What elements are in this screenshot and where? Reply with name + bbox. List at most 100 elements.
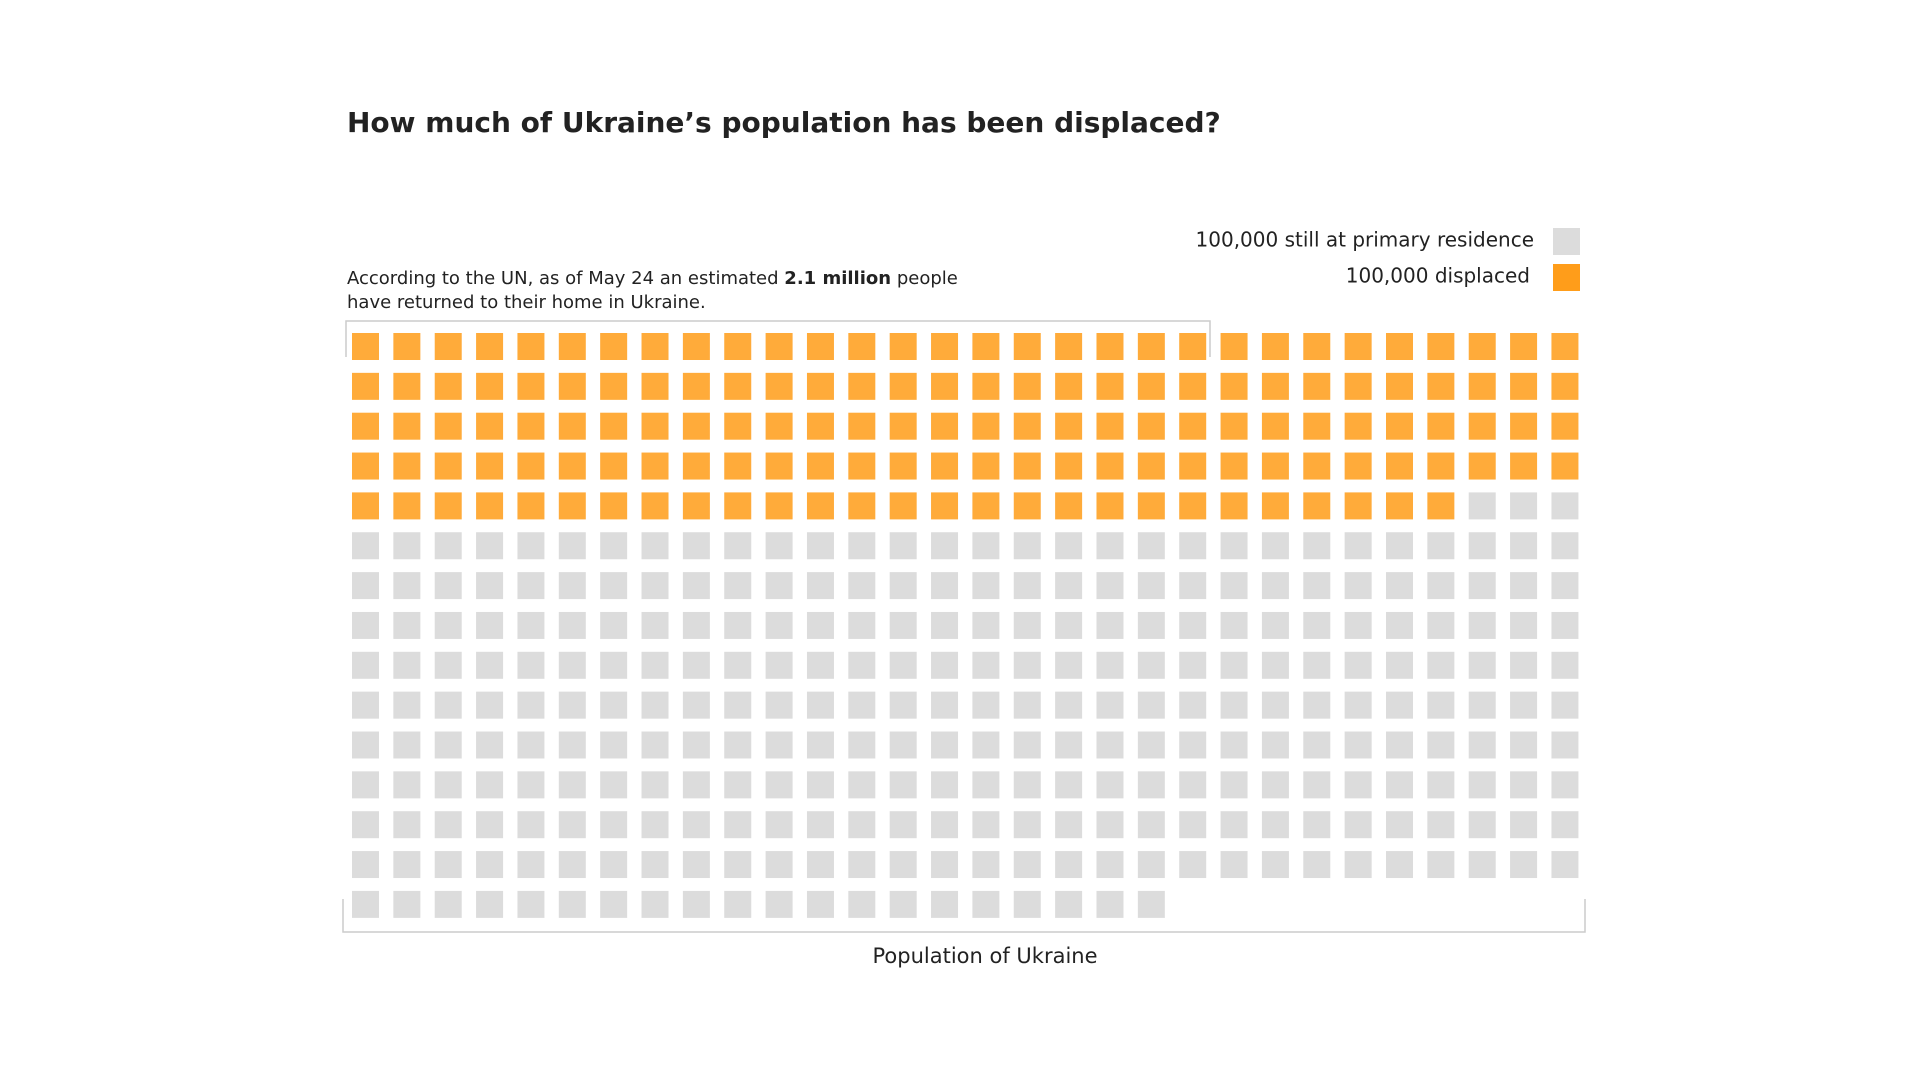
waffle-cell: [641, 452, 669, 480]
waffle-cell: [1344, 492, 1372, 520]
waffle-cell: [1137, 851, 1165, 879]
waffle-cell: [600, 452, 628, 480]
waffle-cell: [1179, 691, 1207, 719]
waffle-cell: [1261, 851, 1289, 879]
waffle-cell: [393, 532, 421, 560]
waffle-cell: [600, 532, 628, 560]
waffle-cell: [1344, 372, 1372, 400]
waffle-cell: [931, 811, 959, 839]
waffle-cell: [1220, 532, 1248, 560]
waffle-cell: [1013, 771, 1041, 799]
waffle-cell: [1344, 771, 1372, 799]
waffle-cell: [476, 452, 504, 480]
waffle-cell: [1551, 372, 1579, 400]
waffle-cell: [931, 372, 959, 400]
waffle-cell: [1386, 771, 1413, 799]
waffle-cell: [476, 851, 504, 879]
waffle-cell: [1220, 731, 1248, 759]
waffle-cell: [641, 691, 669, 719]
waffle-cell: [434, 372, 462, 400]
waffle-cell: [1303, 731, 1331, 759]
annotation: have returned to their home in Ukraine.: [347, 292, 706, 313]
waffle-cell: [889, 372, 917, 400]
waffle-cell: [1386, 731, 1413, 759]
waffle-cell: [724, 851, 752, 879]
waffle-cell: [1468, 731, 1496, 759]
waffle-cell: [1220, 771, 1248, 799]
waffle-cell: [517, 851, 545, 879]
waffle-cell: [393, 492, 421, 520]
waffle-cell: [1510, 412, 1538, 440]
waffle-cell: [1137, 532, 1165, 560]
waffle-cell: [1013, 532, 1041, 560]
waffle-cell: [558, 851, 586, 879]
waffle-cell: [806, 572, 834, 600]
waffle-cell: [476, 333, 504, 360]
waffle-cell: [1303, 651, 1331, 679]
waffle-cell: [1220, 572, 1248, 600]
waffle-cell: [1179, 372, 1207, 400]
waffle-cell: [1427, 731, 1455, 759]
waffle-cell: [1551, 691, 1579, 719]
waffle-cell: [889, 731, 917, 759]
waffle-cell: [1179, 412, 1207, 440]
waffle-cell: [972, 811, 1000, 839]
waffle-cell: [724, 691, 752, 719]
waffle-cell: [1510, 811, 1538, 839]
waffle-cell: [889, 572, 917, 600]
waffle-cell: [1261, 333, 1289, 360]
waffle-cell: [558, 890, 586, 918]
waffle-cell: [1179, 651, 1207, 679]
waffle-cell: [517, 372, 545, 400]
waffle-cell: [1427, 691, 1455, 719]
waffle-cell: [434, 572, 462, 600]
waffle-cell: [1013, 890, 1041, 918]
waffle-cell: [765, 851, 793, 879]
waffle-cell: [1261, 811, 1289, 839]
waffle-cell: [1510, 492, 1538, 520]
waffle-cell: [600, 851, 628, 879]
waffle-cell: [1427, 532, 1455, 560]
waffle-cell: [1137, 333, 1165, 360]
waffle-cell: [641, 333, 669, 360]
waffle-cell: [1055, 890, 1083, 918]
waffle-cell: [682, 731, 710, 759]
waffle-cell: [724, 771, 752, 799]
waffle-cell: [1510, 333, 1538, 360]
waffle-cell: [724, 811, 752, 839]
waffle-cell: [558, 492, 586, 520]
waffle-cell: [1386, 851, 1413, 879]
waffle-cell: [682, 572, 710, 600]
waffle-cell: [848, 333, 876, 360]
waffle-cell: [1096, 372, 1124, 400]
waffle-cell: [1551, 851, 1579, 879]
waffle-cell: [1055, 651, 1083, 679]
waffle-cell: [1344, 333, 1372, 360]
waffle-cell: [931, 851, 959, 879]
waffle-cell: [1055, 572, 1083, 600]
waffle-cell: [558, 611, 586, 639]
waffle-cell: [558, 333, 586, 360]
waffle-cell: [1261, 372, 1289, 400]
waffle-cell: [1551, 572, 1579, 600]
waffle-cell: [393, 412, 421, 440]
waffle-cell: [889, 452, 917, 480]
waffle-cell: [352, 492, 379, 520]
waffle-cell: [558, 572, 586, 600]
waffle-cell: [1096, 572, 1124, 600]
waffle-cell: [476, 771, 504, 799]
waffle-cell: [1137, 372, 1165, 400]
waffle-cell: [1551, 333, 1579, 360]
waffle-cell: [1096, 811, 1124, 839]
waffle-cell: [352, 651, 379, 679]
waffle-cell: [1179, 851, 1207, 879]
waffle-cell: [352, 452, 379, 480]
waffle-cell: [1303, 372, 1331, 400]
waffle-cell: [1055, 811, 1083, 839]
waffle-cell: [558, 691, 586, 719]
waffle-cell: [1096, 890, 1124, 918]
waffle-cell: [1055, 851, 1083, 879]
waffle-cell: [1386, 811, 1413, 839]
waffle-cell: [1344, 412, 1372, 440]
